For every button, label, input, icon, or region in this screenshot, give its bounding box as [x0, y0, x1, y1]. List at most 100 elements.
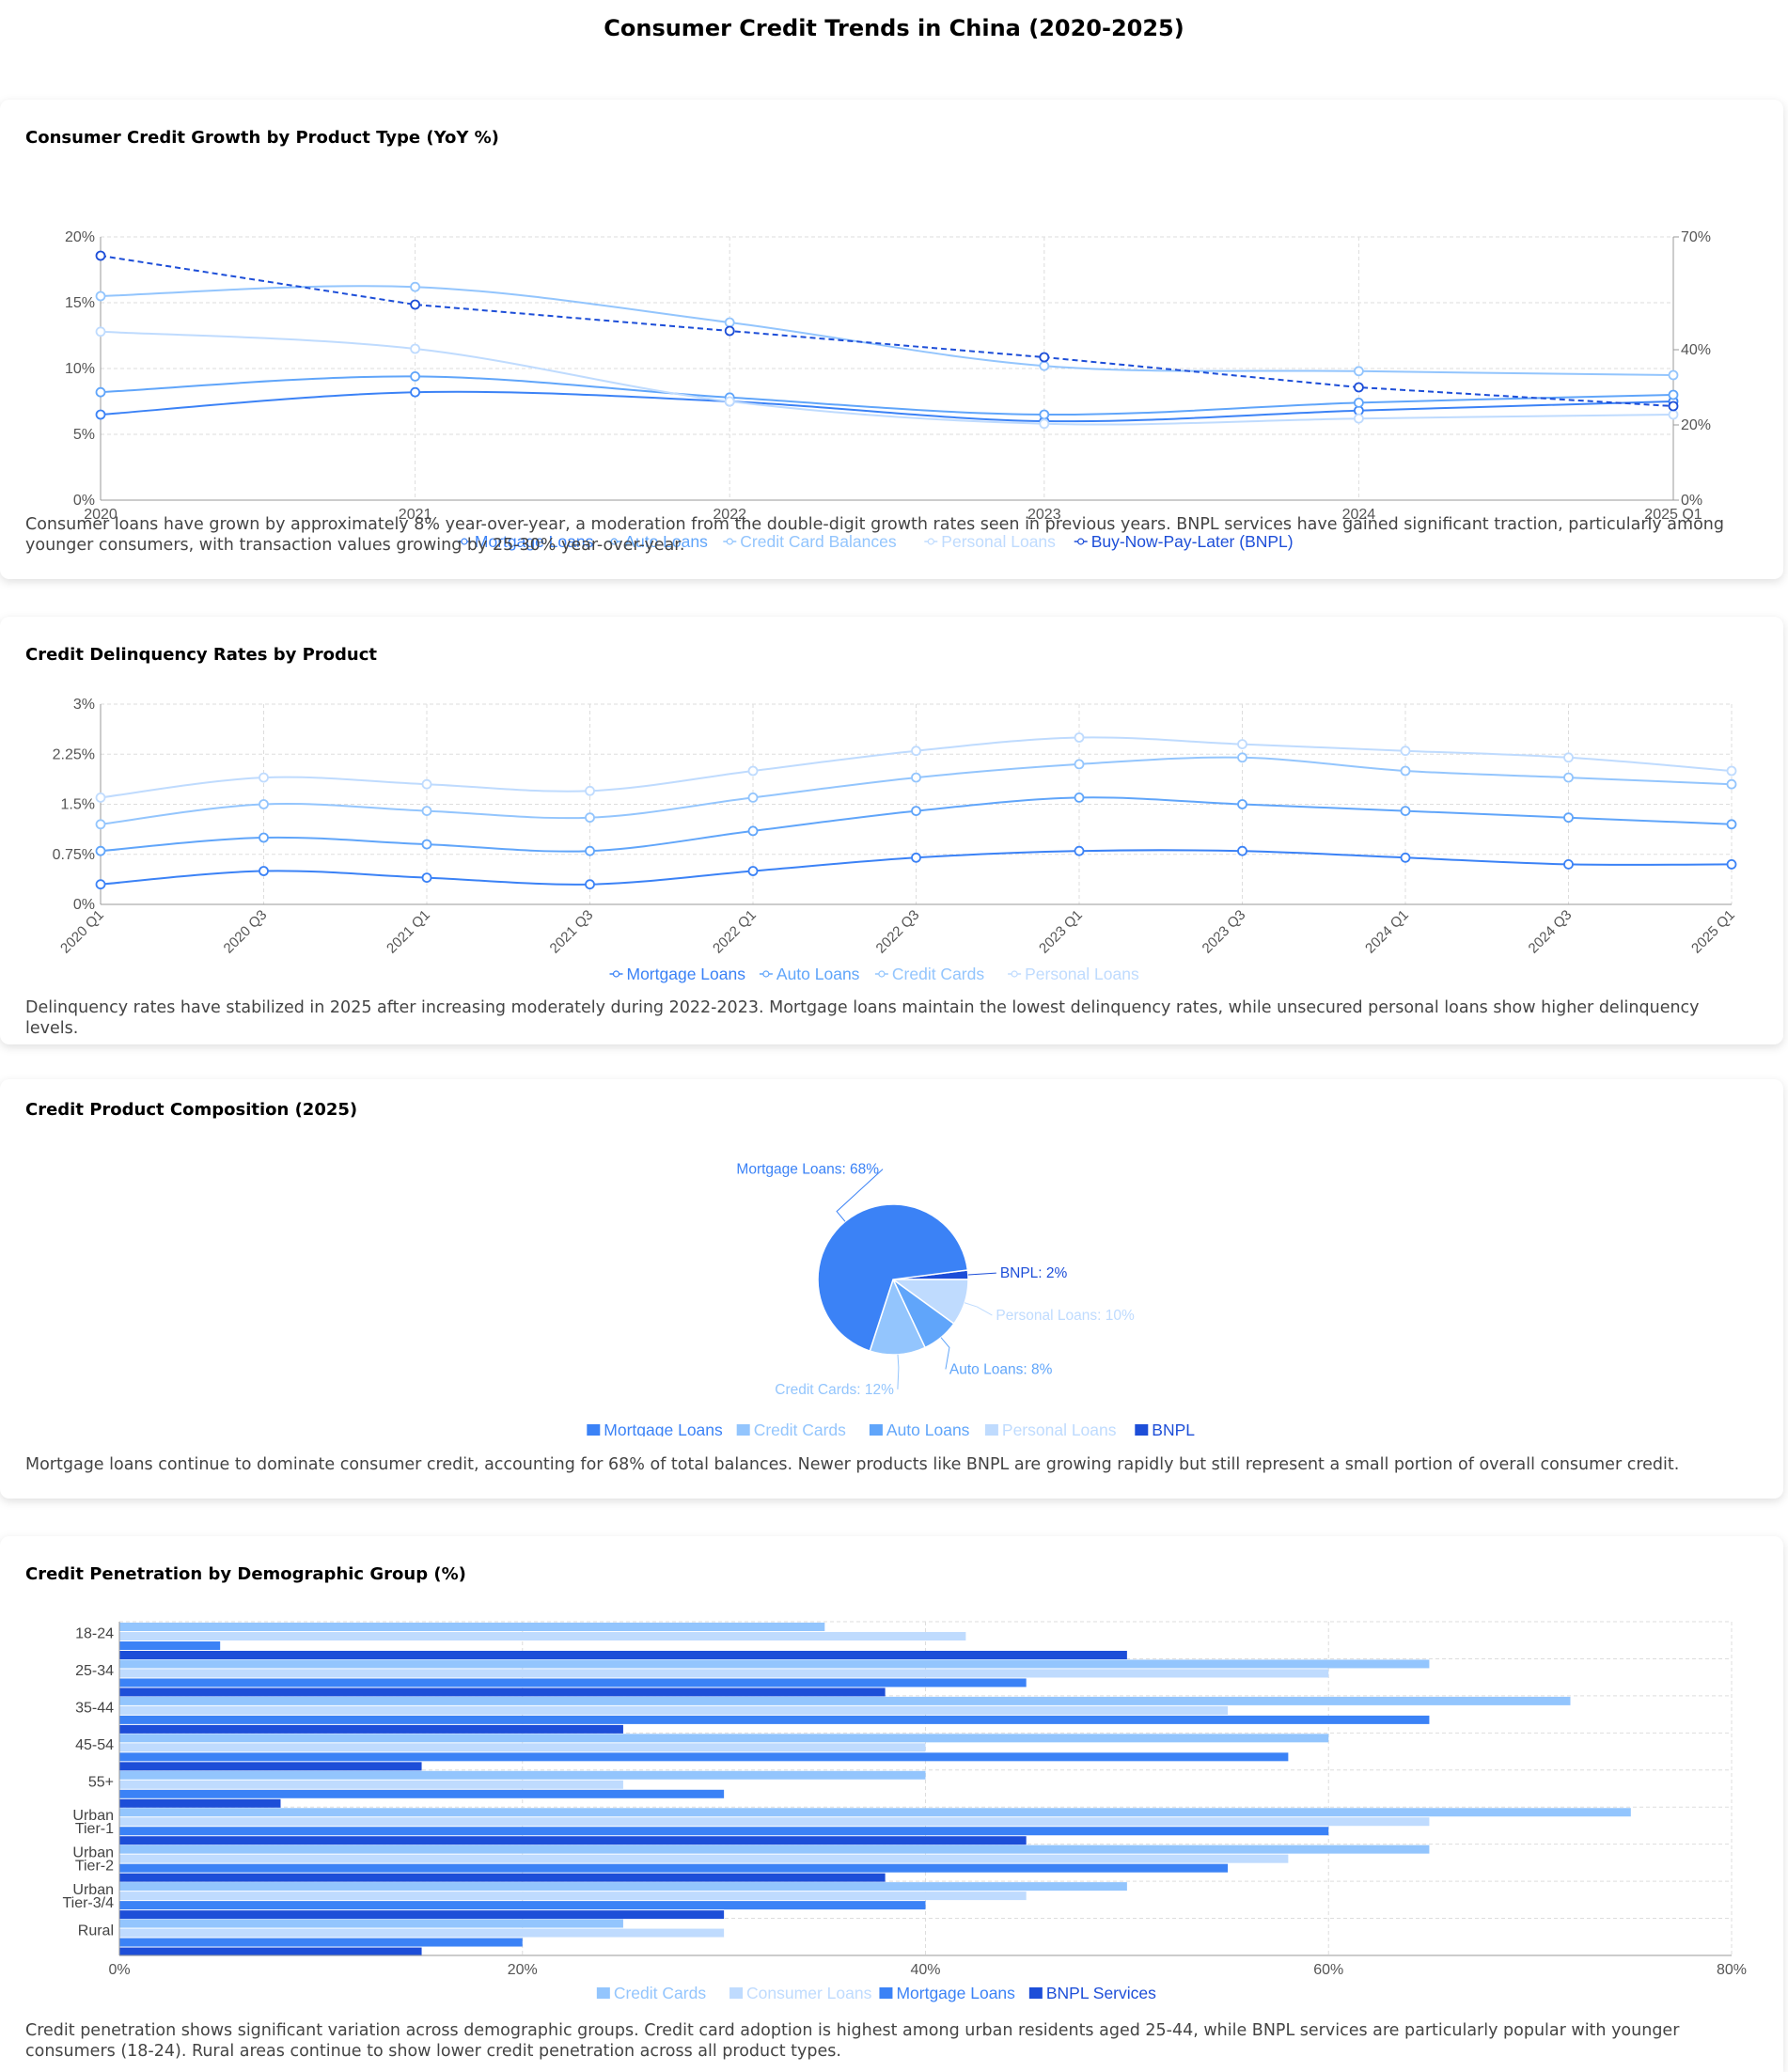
delinquency-y-tick-label: 3% [73, 697, 95, 713]
delinquency-x-tick-label: 2023 Q1 [1036, 907, 1086, 957]
growth-point-buy-now-pay-later-bnpl [724, 325, 735, 337]
delinquency-point-auto-loans [421, 839, 432, 850]
growth-y-tick-label: 0% [73, 493, 95, 509]
penetration-bar-consumer-loans [119, 1928, 725, 1938]
delinquency-point-auto-loans [95, 845, 106, 856]
delinquency-x-tick-label: 2022 Q1 [710, 907, 760, 957]
delinquency-x-tick-label: 2022 Q3 [873, 907, 923, 957]
growth-legend-label-buy-now-pay-later-bnpl: Buy-Now-Pay-Later (BNPL) [1091, 532, 1294, 551]
delinquency-point-credit-cards [1726, 778, 1737, 790]
delinquency-point-auto-loans [259, 832, 269, 843]
penetration-x-tick-label: 80% [1717, 1962, 1747, 1978]
penetration-card: Credit Penetration by Demographic Group … [0, 1536, 1783, 2072]
growth-legend-marker-credit-card-balances [726, 538, 733, 545]
delinquency-card: Credit Delinquency Rates by Product 0% 0.… [0, 617, 1783, 1044]
composition-legend-label-bnpl: BNPL [1152, 1421, 1195, 1436]
growth-y-tick-label: 5% [73, 427, 95, 443]
penetration-legend-label-mortgage-loans: Mortgage Loans [896, 1984, 1015, 2002]
penetration-category-label: Tier-2 [75, 1858, 114, 1874]
composition-leader-personal-loans [964, 1302, 993, 1316]
growth-point-buy-now-pay-later-bnpl [410, 299, 421, 310]
delinquency-point-personal-loans [259, 772, 269, 783]
growth-legend-marker-auto-loans [610, 538, 618, 545]
delinquency-legend-marker-auto-loans [762, 970, 770, 978]
penetration-bar-mortgage-loans [119, 1901, 926, 1910]
penetration-category-label: Urban [72, 1844, 114, 1860]
growth-point-personal-loans [1039, 418, 1050, 430]
penetration-category-label: 55+ [88, 1775, 114, 1791]
growth-x-tick-label: 2023 [1027, 507, 1061, 523]
penetration-category-label: 18-24 [75, 1626, 114, 1642]
growth-description: Consumer loans have grown by approximate… [25, 515, 1724, 555]
growth-chart-title: Consumer Credit Growth by Product Type (… [25, 128, 499, 148]
delinquency-point-mortgage-loans [747, 866, 759, 876]
growth-point-personal-loans [724, 396, 735, 407]
delinquency-legend-marker-personal-loans [1011, 970, 1018, 978]
penetration-bar-credit-cards [119, 1659, 1430, 1669]
penetration-x-tick-label: 20% [508, 1962, 538, 1978]
penetration-bar-consumer-loans [119, 1854, 1289, 1863]
delinquency-legend: Mortgage Loans Auto Loans Credit Cards Pers… [609, 965, 1139, 983]
growth-y-tick-label: 15% [65, 295, 95, 311]
delinquency-point-personal-loans [1563, 752, 1574, 763]
penetration-plot-area: 0% 20% 40% 60% 80% 18-24 25-34 35-44 45-54 55+ Urb… [62, 1621, 1747, 1978]
penetration-bar-credit-cards [119, 1808, 1631, 1817]
delinquency-x-tick-label: 2023 Q3 [1200, 907, 1249, 957]
delinquency-point-mortgage-loans [911, 852, 921, 863]
penetration-category-label: 45-54 [75, 1737, 114, 1753]
growth-y-tick-label: 10% [65, 361, 95, 377]
penetration-legend-swatch-consumer-loans [729, 1987, 744, 1999]
penetration-legend-swatch-credit-cards [596, 1987, 610, 1999]
delinquency-line-chart: 0% 0.75% 1.5% 2.25% 3% 2020 Q1 2020 Q3 2021 Q1 2… [53, 697, 1738, 983]
delinquency-point-credit-cards [747, 793, 759, 803]
growth-point-buy-now-pay-later-bnpl [1039, 352, 1050, 363]
growth-point-personal-loans [1668, 409, 1679, 420]
penetration-bar-mortgage-loans [119, 1641, 221, 1650]
growth-legend-label-personal-loans: Personal Loans [941, 532, 1056, 551]
delinquency-x-tick-label: 2020 Q3 [221, 907, 271, 957]
delinquency-point-credit-cards [911, 772, 921, 783]
delinquency-point-personal-loans [95, 793, 106, 803]
penetration-bar-bnpl-services [119, 1724, 623, 1734]
penetration-bar-mortgage-loans [119, 1827, 1329, 1836]
penetration-bar-chart: 0% 20% 40% 60% 80% 18-24 25-34 35-44 45-54 55+ Urb… [62, 1621, 1747, 2002]
composition-legend: Mortgage Loans Credit Cards Auto Loans Pers… [587, 1421, 1195, 1436]
penetration-category-label: 25-34 [75, 1663, 114, 1679]
penetration-bar-consumer-loans [119, 1780, 623, 1789]
delinquency-x-tick-label: 2021 Q3 [547, 907, 597, 957]
growth-point-buy-now-pay-later-bnpl [1354, 382, 1364, 393]
growth-x-tick-label: 2021 [399, 507, 432, 523]
delinquency-point-auto-loans [1400, 806, 1411, 816]
penetration-bar-mortgage-loans [119, 1752, 1289, 1762]
penetration-bar-mortgage-loans [119, 1789, 725, 1798]
penetration-legend-label-consumer-loans: Consumer Loans [746, 1984, 872, 2002]
growth-series-line-mortgage-loans [100, 390, 1674, 423]
composition-pie-chart: BNPL: 2% Personal Loans: 10% Auto Loans: 8… [587, 1162, 1195, 1436]
growth-legend-label-auto-loans: Auto Loans [624, 532, 708, 551]
delinquency-point-personal-loans [1237, 739, 1247, 749]
penetration-bar-credit-cards [119, 1882, 1127, 1891]
growth-y2-tick-label: 70% [1681, 229, 1711, 245]
delinquency-point-credit-cards [585, 812, 595, 824]
penetration-bar-credit-cards [119, 1770, 926, 1780]
penetration-bar-mortgage-loans [119, 1715, 1430, 1724]
penetration-x-tick-label: 40% [910, 1962, 940, 1978]
penetration-bar-bnpl-services [119, 1910, 725, 1920]
growth-x-tick-label: 2020 [84, 507, 118, 523]
penetration-bar-bnpl-services [119, 1651, 1127, 1659]
delinquency-y-tick-label: 0% [73, 897, 95, 913]
composition-slice-credit-cards [869, 1277, 927, 1356]
growth-plot-area: 0% 5% 10% 15% 20% 2020 2021 2022 2023 2024 2025 Q1… [65, 229, 1711, 523]
penetration-bar-consumer-loans [119, 1669, 1329, 1678]
growth-point-personal-loans [95, 326, 106, 337]
composition-leader-mortgage-loans [836, 1169, 884, 1222]
growth-point-personal-loans [1354, 413, 1364, 424]
delinquency-x-tick-label: 2024 Q3 [1526, 907, 1576, 957]
delinquency-point-auto-loans [1563, 812, 1574, 824]
delinquency-x-tick-label: 2024 Q1 [1362, 907, 1412, 957]
penetration-category-label: Tier-1 [75, 1821, 114, 1837]
delinquency-point-auto-loans [1726, 819, 1737, 830]
growth-x-tick-label: 2025 Q1 [1644, 507, 1702, 523]
delinquency-point-personal-loans [421, 778, 432, 790]
delinquency-point-credit-cards [1237, 752, 1247, 763]
